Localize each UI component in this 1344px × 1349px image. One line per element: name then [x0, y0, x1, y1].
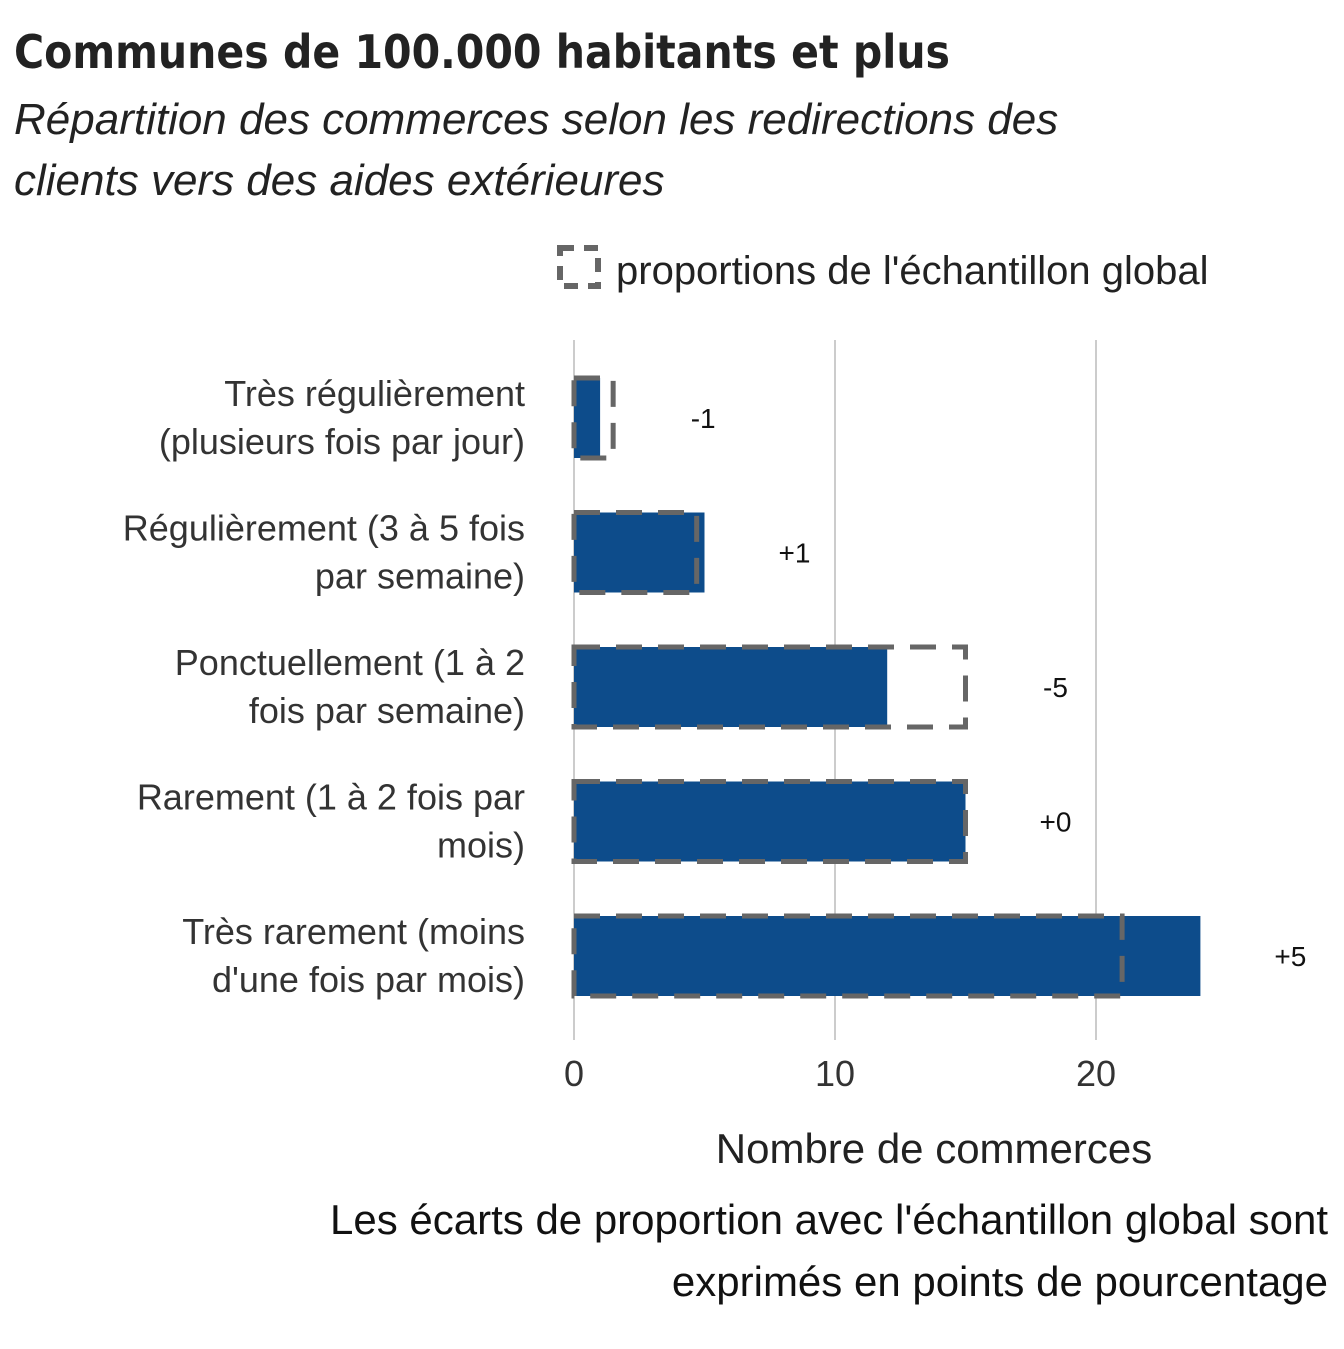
reference-outline: [571, 510, 700, 595]
x-tick-label: 20: [1076, 1053, 1116, 1094]
reference-outline: [571, 644, 968, 730]
legend-swatch: [557, 245, 601, 289]
chart-subtitle-line-2: clients vers des aides extérieures: [14, 156, 665, 205]
legend-label: proportions de l'échantillon global: [616, 249, 1208, 293]
category-label: Très régulièrement: [224, 373, 525, 414]
bar: [574, 378, 601, 458]
category-label: par semaine): [315, 556, 525, 597]
bar: [574, 781, 966, 862]
x-tick-label: 0: [564, 1053, 584, 1094]
bar: [574, 647, 888, 727]
category-label: (plusieurs fois par jour): [159, 421, 525, 462]
category-label: Rarement (1 à 2 fois par: [137, 777, 525, 818]
category-label: d'une fois par mois): [212, 959, 525, 1000]
reference-outlines: [571, 375, 1125, 999]
bar: [574, 512, 705, 593]
category-label: fois par semaine): [249, 690, 525, 731]
reference-outline: [571, 779, 968, 864]
x-axis-title: Nombre de commerces: [716, 1125, 1152, 1172]
bars: [574, 378, 1201, 996]
difference-label: +0: [1040, 807, 1072, 838]
difference-label: +1: [779, 538, 811, 569]
difference-label: -5: [1043, 672, 1068, 703]
caption-line-2: exprimés en points de pourcentage: [672, 1258, 1328, 1305]
chart-title: Communes de 100.000 habitants et plus: [14, 25, 950, 79]
caption-line-1: Les écarts de proportion avec l'échantil…: [330, 1196, 1328, 1243]
bar: [574, 916, 1201, 996]
category-label: Régulièrement (3 à 5 fois: [123, 508, 525, 549]
difference-labels: -1 +1 -5 +0 +5: [691, 403, 1307, 972]
difference-label: +5: [1274, 941, 1306, 972]
difference-label: -1: [691, 403, 716, 434]
reference-outline: [571, 375, 616, 461]
legend: proportions de l'échantillon global: [557, 245, 1208, 293]
category-labels: Très régulièrement (plusieurs fois par jo…: [123, 373, 525, 1000]
x-axis-ticks: 0 10 20: [564, 1053, 1116, 1094]
x-tick-label: 10: [815, 1053, 855, 1094]
category-label: mois): [437, 825, 525, 866]
category-label: Ponctuellement (1 à 2: [175, 642, 525, 683]
chart-subtitle-line-1: Répartition des commerces selon les redi…: [14, 95, 1058, 144]
reference-outline: [571, 913, 1125, 999]
category-label: Très rarement (moins: [182, 911, 525, 952]
